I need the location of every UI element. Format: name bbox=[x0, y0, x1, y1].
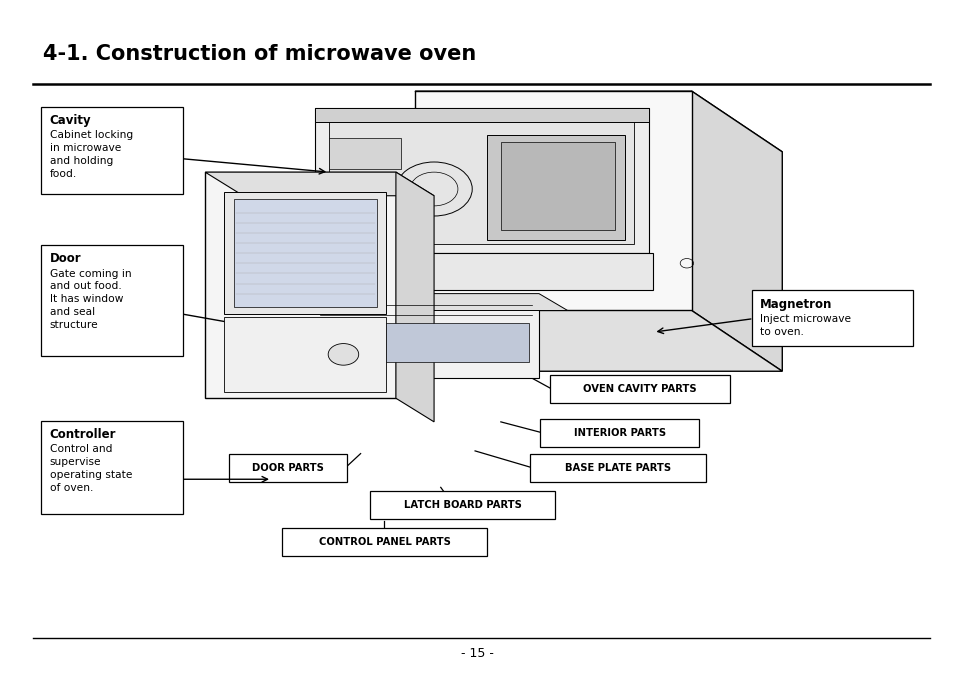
Polygon shape bbox=[486, 135, 624, 240]
Polygon shape bbox=[314, 108, 648, 253]
Circle shape bbox=[319, 327, 357, 354]
Text: - 15 -: - 15 - bbox=[460, 647, 493, 660]
Text: BASE PLATE PARTS: BASE PLATE PARTS bbox=[564, 463, 671, 472]
Polygon shape bbox=[329, 138, 400, 169]
FancyBboxPatch shape bbox=[41, 245, 183, 356]
Polygon shape bbox=[329, 116, 634, 244]
Text: Gate coming in
and out food.
It has window
and seal
structure: Gate coming in and out food. It has wind… bbox=[50, 269, 132, 330]
Polygon shape bbox=[305, 294, 567, 310]
Polygon shape bbox=[205, 172, 395, 398]
Text: DOOR PARTS: DOOR PARTS bbox=[252, 463, 324, 472]
Text: CONTROL PANEL PARTS: CONTROL PANEL PARTS bbox=[318, 537, 450, 547]
Text: Inject microwave
to oven.: Inject microwave to oven. bbox=[760, 314, 851, 337]
FancyBboxPatch shape bbox=[41, 421, 183, 514]
Polygon shape bbox=[691, 91, 781, 371]
Polygon shape bbox=[415, 91, 691, 310]
Polygon shape bbox=[367, 323, 529, 362]
FancyBboxPatch shape bbox=[530, 454, 705, 482]
FancyBboxPatch shape bbox=[282, 528, 486, 556]
FancyBboxPatch shape bbox=[41, 107, 183, 194]
Polygon shape bbox=[415, 310, 781, 371]
Text: Controller: Controller bbox=[50, 428, 116, 441]
Text: LATCH BOARD PARTS: LATCH BOARD PARTS bbox=[403, 500, 521, 510]
Polygon shape bbox=[314, 108, 648, 122]
FancyBboxPatch shape bbox=[370, 491, 555, 519]
Text: 4-1. Construction of microwave oven: 4-1. Construction of microwave oven bbox=[43, 44, 476, 64]
Text: Magnetron: Magnetron bbox=[760, 298, 832, 310]
Circle shape bbox=[329, 365, 336, 371]
Polygon shape bbox=[314, 253, 653, 290]
Circle shape bbox=[322, 365, 330, 371]
Polygon shape bbox=[233, 199, 376, 307]
Polygon shape bbox=[224, 317, 386, 392]
Polygon shape bbox=[305, 294, 538, 378]
Polygon shape bbox=[205, 172, 434, 196]
Text: Control and
supervise
operating state
of oven.: Control and supervise operating state of… bbox=[50, 444, 132, 493]
FancyBboxPatch shape bbox=[751, 290, 912, 346]
Text: Cabinet locking
in microwave
and holding
food.: Cabinet locking in microwave and holding… bbox=[50, 130, 132, 179]
FancyBboxPatch shape bbox=[229, 454, 347, 482]
Text: INTERIOR PARTS: INTERIOR PARTS bbox=[573, 428, 665, 437]
Text: Door: Door bbox=[50, 252, 81, 265]
FancyBboxPatch shape bbox=[549, 375, 729, 403]
Polygon shape bbox=[415, 91, 781, 152]
Circle shape bbox=[328, 344, 358, 365]
FancyBboxPatch shape bbox=[539, 418, 699, 447]
Polygon shape bbox=[224, 192, 386, 314]
Polygon shape bbox=[395, 172, 434, 422]
Circle shape bbox=[315, 365, 323, 371]
Text: OVEN CAVITY PARTS: OVEN CAVITY PARTS bbox=[582, 384, 696, 394]
Text: Cavity: Cavity bbox=[50, 114, 91, 127]
Polygon shape bbox=[329, 176, 400, 206]
Polygon shape bbox=[500, 142, 615, 230]
